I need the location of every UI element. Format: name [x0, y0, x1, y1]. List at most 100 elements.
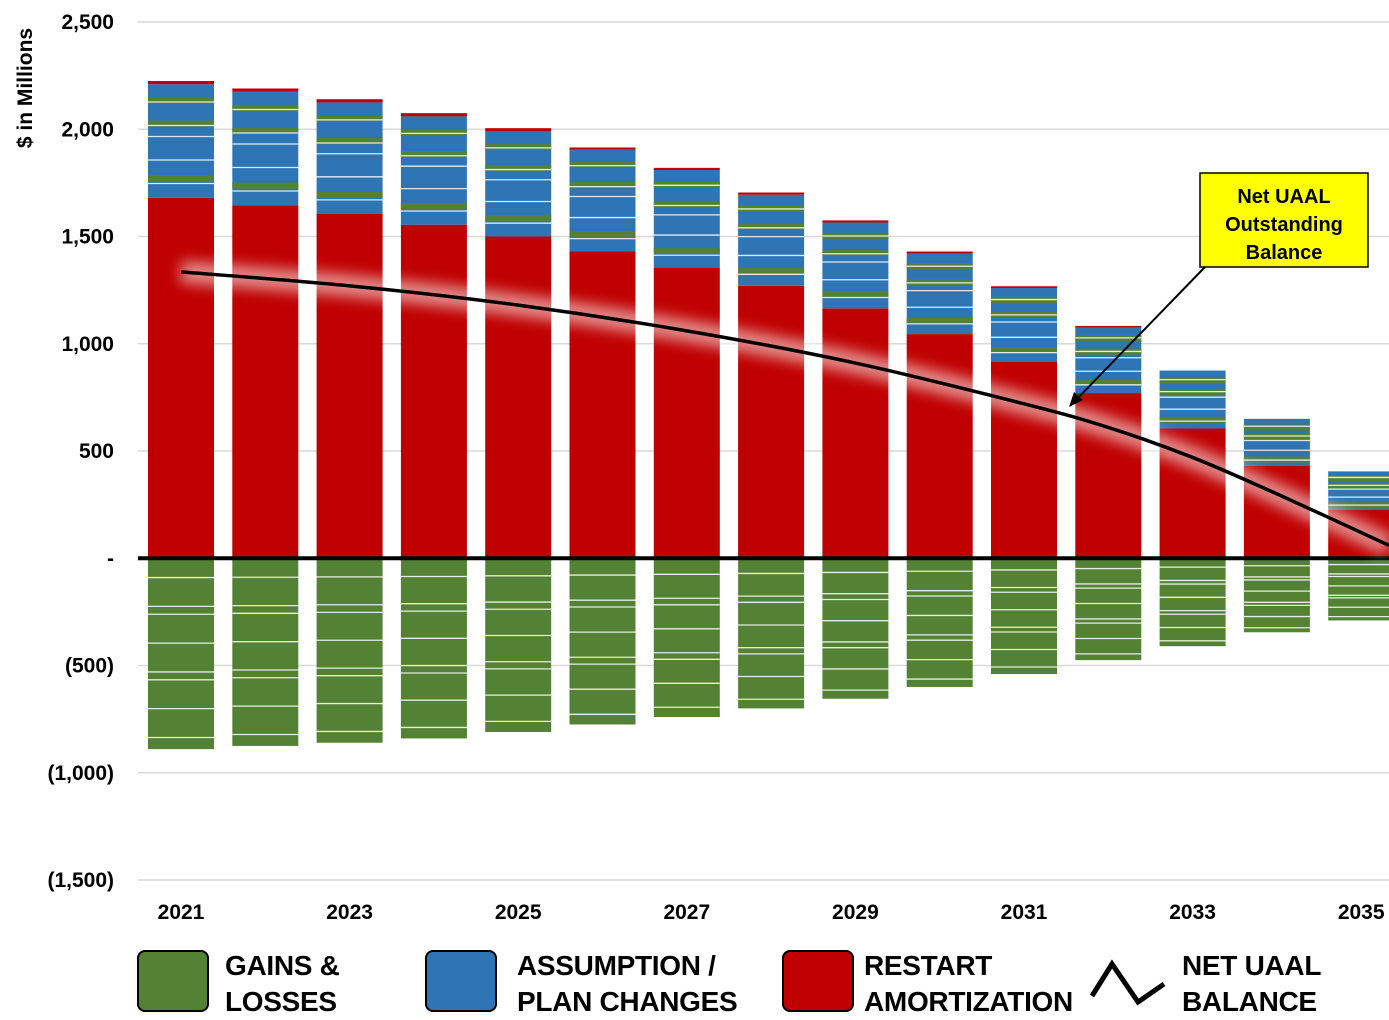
bar-band-gains	[569, 161, 636, 168]
legend-label-assumption-changes: ASSUMPTION / PLAN CHANGES	[517, 950, 738, 1017]
y-tick-label: 2,500	[61, 11, 114, 34]
bar-2032	[1075, 325, 1142, 661]
bar-band-gains	[316, 191, 383, 198]
bar-segment-gains-losses	[1159, 558, 1226, 647]
bar-band-gains	[738, 267, 805, 274]
callout-arrow	[1073, 266, 1206, 403]
bar-segment-gains-losses	[991, 558, 1057, 675]
callout: Net UAAL Outstanding Balance	[1069, 172, 1369, 407]
legend-label-restart-amortization: RESTART AMORTIZATION	[864, 950, 1073, 1017]
y-tick-label: (1,000)	[47, 762, 114, 785]
bar-band-gains	[569, 231, 636, 238]
y-tick-label: 2,000	[61, 118, 114, 141]
bar-segment-restart-amortization	[653, 267, 720, 559]
bar-segment-gains-losses	[569, 558, 636, 725]
bar-band-gains	[485, 215, 552, 222]
bar-segment-restart-cap	[316, 99, 383, 103]
legend-label-gains-losses: GAINS & LOSSES	[225, 950, 340, 1017]
bar-segment-restart-amortization	[485, 236, 552, 559]
bar-segment-restart-amortization	[569, 251, 636, 559]
callout-line-3: Balance	[1246, 242, 1323, 264]
x-tick-label: 2027	[663, 901, 710, 924]
x-tick-label: 2023	[326, 901, 373, 924]
line-icon	[1089, 959, 1166, 1006]
bar-2021	[148, 80, 214, 750]
bar-band-gains	[906, 318, 973, 325]
bar-band-gains	[653, 248, 720, 255]
legend-label-net-uaal-balance: NET UAAL BALANCE	[1182, 950, 1322, 1017]
bars	[148, 80, 1389, 750]
axes: 2,500 2,000 1,500 1,000 500 - (500) (1,000) (1,5…	[47, 11, 1389, 924]
bar-2029	[822, 220, 889, 699]
bar-segment-gains-losses	[1328, 558, 1389, 621]
legend-swatch-gains-losses	[137, 950, 209, 1012]
bar-band-gains	[1328, 476, 1389, 483]
bar-2025	[485, 128, 552, 732]
y-tick-label: 1,500	[61, 226, 114, 249]
bar-segment-restart-amortization	[148, 197, 214, 559]
legend: GAINS & LOSSES ASSUMPTION / PLAN CHANGES…	[0, 944, 1389, 1017]
bar-segment-gains-losses	[1243, 558, 1310, 633]
bar-segment-restart-cap	[148, 80, 214, 85]
x-tick-label: 2031	[1001, 901, 1048, 924]
legend-swatch-restart-amortization	[782, 950, 854, 1012]
bar-band-gains	[653, 201, 720, 208]
legend-swatch-assumption-changes	[425, 950, 497, 1012]
bar-band-gains	[569, 182, 636, 189]
bar-2022	[232, 88, 299, 746]
bar-band-gains	[1159, 377, 1226, 384]
bar-segment-restart-cap	[653, 167, 720, 171]
bar-segment-gains-losses	[822, 558, 889, 699]
bar-segment-restart-amortization	[232, 205, 299, 559]
legend-item-restart-amortization: RESTART AMORTIZATION	[782, 944, 1073, 1017]
bar-band-gains	[148, 97, 214, 104]
bar-band-gains	[738, 223, 805, 230]
callout-box	[1199, 172, 1369, 268]
bar-band-gains	[1159, 416, 1226, 423]
bar-band-gains	[1328, 483, 1389, 490]
bar-segment-restart-amortization	[822, 308, 889, 559]
x-tick-label: 2025	[495, 901, 542, 924]
bar-segment-gains-losses	[1075, 558, 1142, 661]
bar-band-gains	[485, 165, 552, 172]
callout-line-1: Net UAAL	[1237, 186, 1330, 208]
bar-band-gains	[822, 250, 889, 257]
bar-band-gains	[400, 203, 467, 210]
y-axis-label: $ in Millions	[14, 28, 37, 148]
bar-segment-restart-cap	[822, 220, 889, 223]
y-tick-label: -	[107, 547, 114, 570]
bar-band-gains	[1243, 424, 1310, 431]
legend-item-assumption-changes: ASSUMPTION / PLAN CHANGES	[425, 944, 745, 1017]
callout-line-2: Outstanding	[1225, 214, 1343, 236]
bar-segment-restart-cap	[991, 286, 1057, 288]
bar-band-gains	[1075, 380, 1142, 387]
bar-2027	[653, 167, 720, 717]
bar-2034	[1243, 418, 1310, 633]
bar-2028	[738, 192, 805, 709]
bar-segment-gains-losses	[738, 558, 805, 709]
bar-segment-restart-cap	[906, 251, 973, 254]
bar-2031	[991, 286, 1057, 675]
bar-band-gains	[148, 120, 214, 127]
x-tick-label: 2033	[1169, 901, 1216, 924]
bar-band-gains	[232, 105, 299, 112]
legend-item-gains-losses: GAINS & LOSSES	[137, 944, 397, 1017]
bar-band-gains	[822, 291, 889, 298]
bar-band-gains	[232, 182, 299, 189]
bar-segment-restart-amortization	[316, 213, 383, 559]
bar-2024	[400, 113, 467, 739]
net-uaal-line	[180, 260, 1389, 556]
bar-segment-gains-losses	[906, 558, 973, 687]
y-tick-label: 1,000	[61, 333, 114, 356]
bar-2023	[316, 99, 383, 743]
bar-band-gains	[316, 138, 383, 145]
chart: 2,500 2,000 1,500 1,000 500 - (500) (1,000) (1,5…	[14, 11, 1389, 924]
bar-segment-gains-losses	[653, 558, 720, 717]
bar-segment-gains-losses	[400, 558, 467, 739]
legend-item-net-uaal-balance: NET UAAL BALANCE	[1088, 944, 1388, 1017]
bar-2026	[569, 147, 636, 725]
x-tick-label: 2029	[832, 901, 879, 924]
y-tick-label: (1,500)	[47, 869, 114, 892]
bar-band-gains	[148, 175, 214, 182]
callout-arrowhead	[1069, 392, 1083, 407]
